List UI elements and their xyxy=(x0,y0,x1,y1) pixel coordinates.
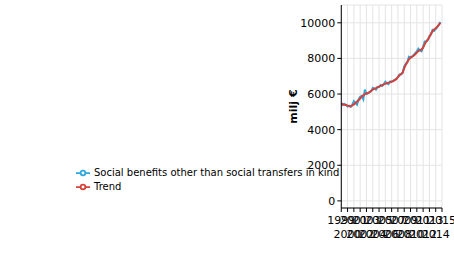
svg-text:milj €: milj € xyxy=(287,89,300,123)
svg-text:0: 0 xyxy=(328,195,335,208)
svg-text:8000: 8000 xyxy=(307,52,335,65)
svg-text:6000: 6000 xyxy=(307,88,335,101)
svg-text:2015: 2015 xyxy=(428,214,454,227)
svg-text:2014: 2014 xyxy=(422,228,450,241)
svg-text:4000: 4000 xyxy=(307,124,335,137)
svg-text:2000: 2000 xyxy=(307,159,335,172)
svg-text:10000: 10000 xyxy=(300,17,335,30)
